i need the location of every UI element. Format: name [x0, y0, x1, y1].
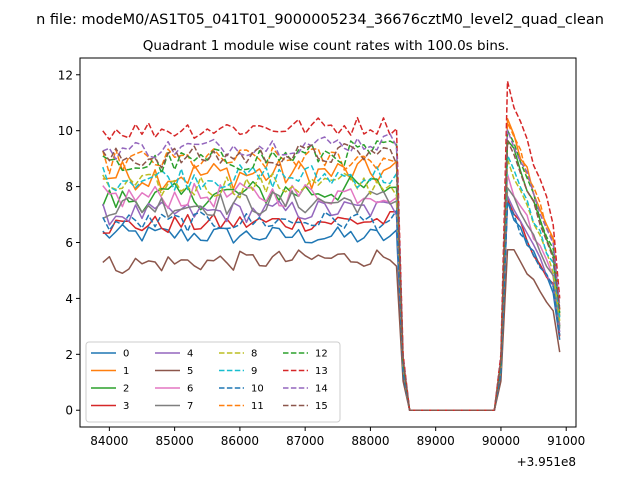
y-tick-label: 12	[58, 68, 73, 82]
series-line-13	[102, 80, 561, 411]
series-line-10	[102, 200, 561, 411]
legend-label-9: 9	[251, 366, 257, 377]
legend-label-15: 15	[315, 401, 328, 412]
x-tick-label: 89000	[417, 434, 455, 448]
y-tick-label: 10	[58, 124, 73, 138]
legend-label-7: 7	[187, 401, 193, 412]
legend-label-2: 2	[123, 384, 129, 395]
series-line-11	[102, 121, 561, 411]
y-tick-label: 0	[65, 404, 73, 418]
x-tick-label: 87000	[286, 434, 324, 448]
legend-label-6: 6	[187, 384, 193, 395]
legend-label-5: 5	[187, 366, 193, 377]
figure-suptitle: n file: modeM0/AS1T05_041T01_9000005234_…	[36, 12, 604, 28]
y-tick-label: 8	[65, 180, 73, 194]
chart-title: Quadrant 1 module wise count rates with …	[143, 38, 509, 54]
y-tick-label: 4	[65, 292, 73, 306]
x-tick-label: 91000	[547, 434, 585, 448]
series-lines	[102, 80, 561, 411]
x-axis-offset-label: +3.951e8	[517, 455, 576, 469]
x-tick-label: 88000	[351, 434, 389, 448]
legend-label-4: 4	[187, 349, 193, 360]
x-tick-label: 86000	[221, 434, 259, 448]
x-tick-label: 85000	[156, 434, 194, 448]
legend-box	[85, 341, 341, 423]
legend-label-14: 14	[315, 384, 328, 395]
legend-label-1: 1	[123, 366, 129, 377]
legend-label-13: 13	[315, 366, 328, 377]
x-axis: 84000 85000 86000 87000 88000 89000 90000 91000	[90, 427, 585, 448]
legend-label-10: 10	[251, 384, 264, 395]
y-tick-label: 2	[65, 348, 73, 362]
y-axis: 0 2 4 6 8 10 12	[58, 68, 80, 418]
x-tick-label: 90000	[482, 434, 520, 448]
x-tick-label: 84000	[90, 434, 128, 448]
legend-label-3: 3	[123, 401, 129, 412]
legend-label-12: 12	[315, 349, 328, 360]
legend-label-8: 8	[251, 349, 257, 360]
series-line-8	[102, 158, 561, 411]
y-tick-label: 6	[65, 236, 73, 250]
series-line-15	[102, 140, 561, 411]
legend-label-11: 11	[251, 401, 264, 412]
legend-label-0: 0	[123, 349, 129, 360]
